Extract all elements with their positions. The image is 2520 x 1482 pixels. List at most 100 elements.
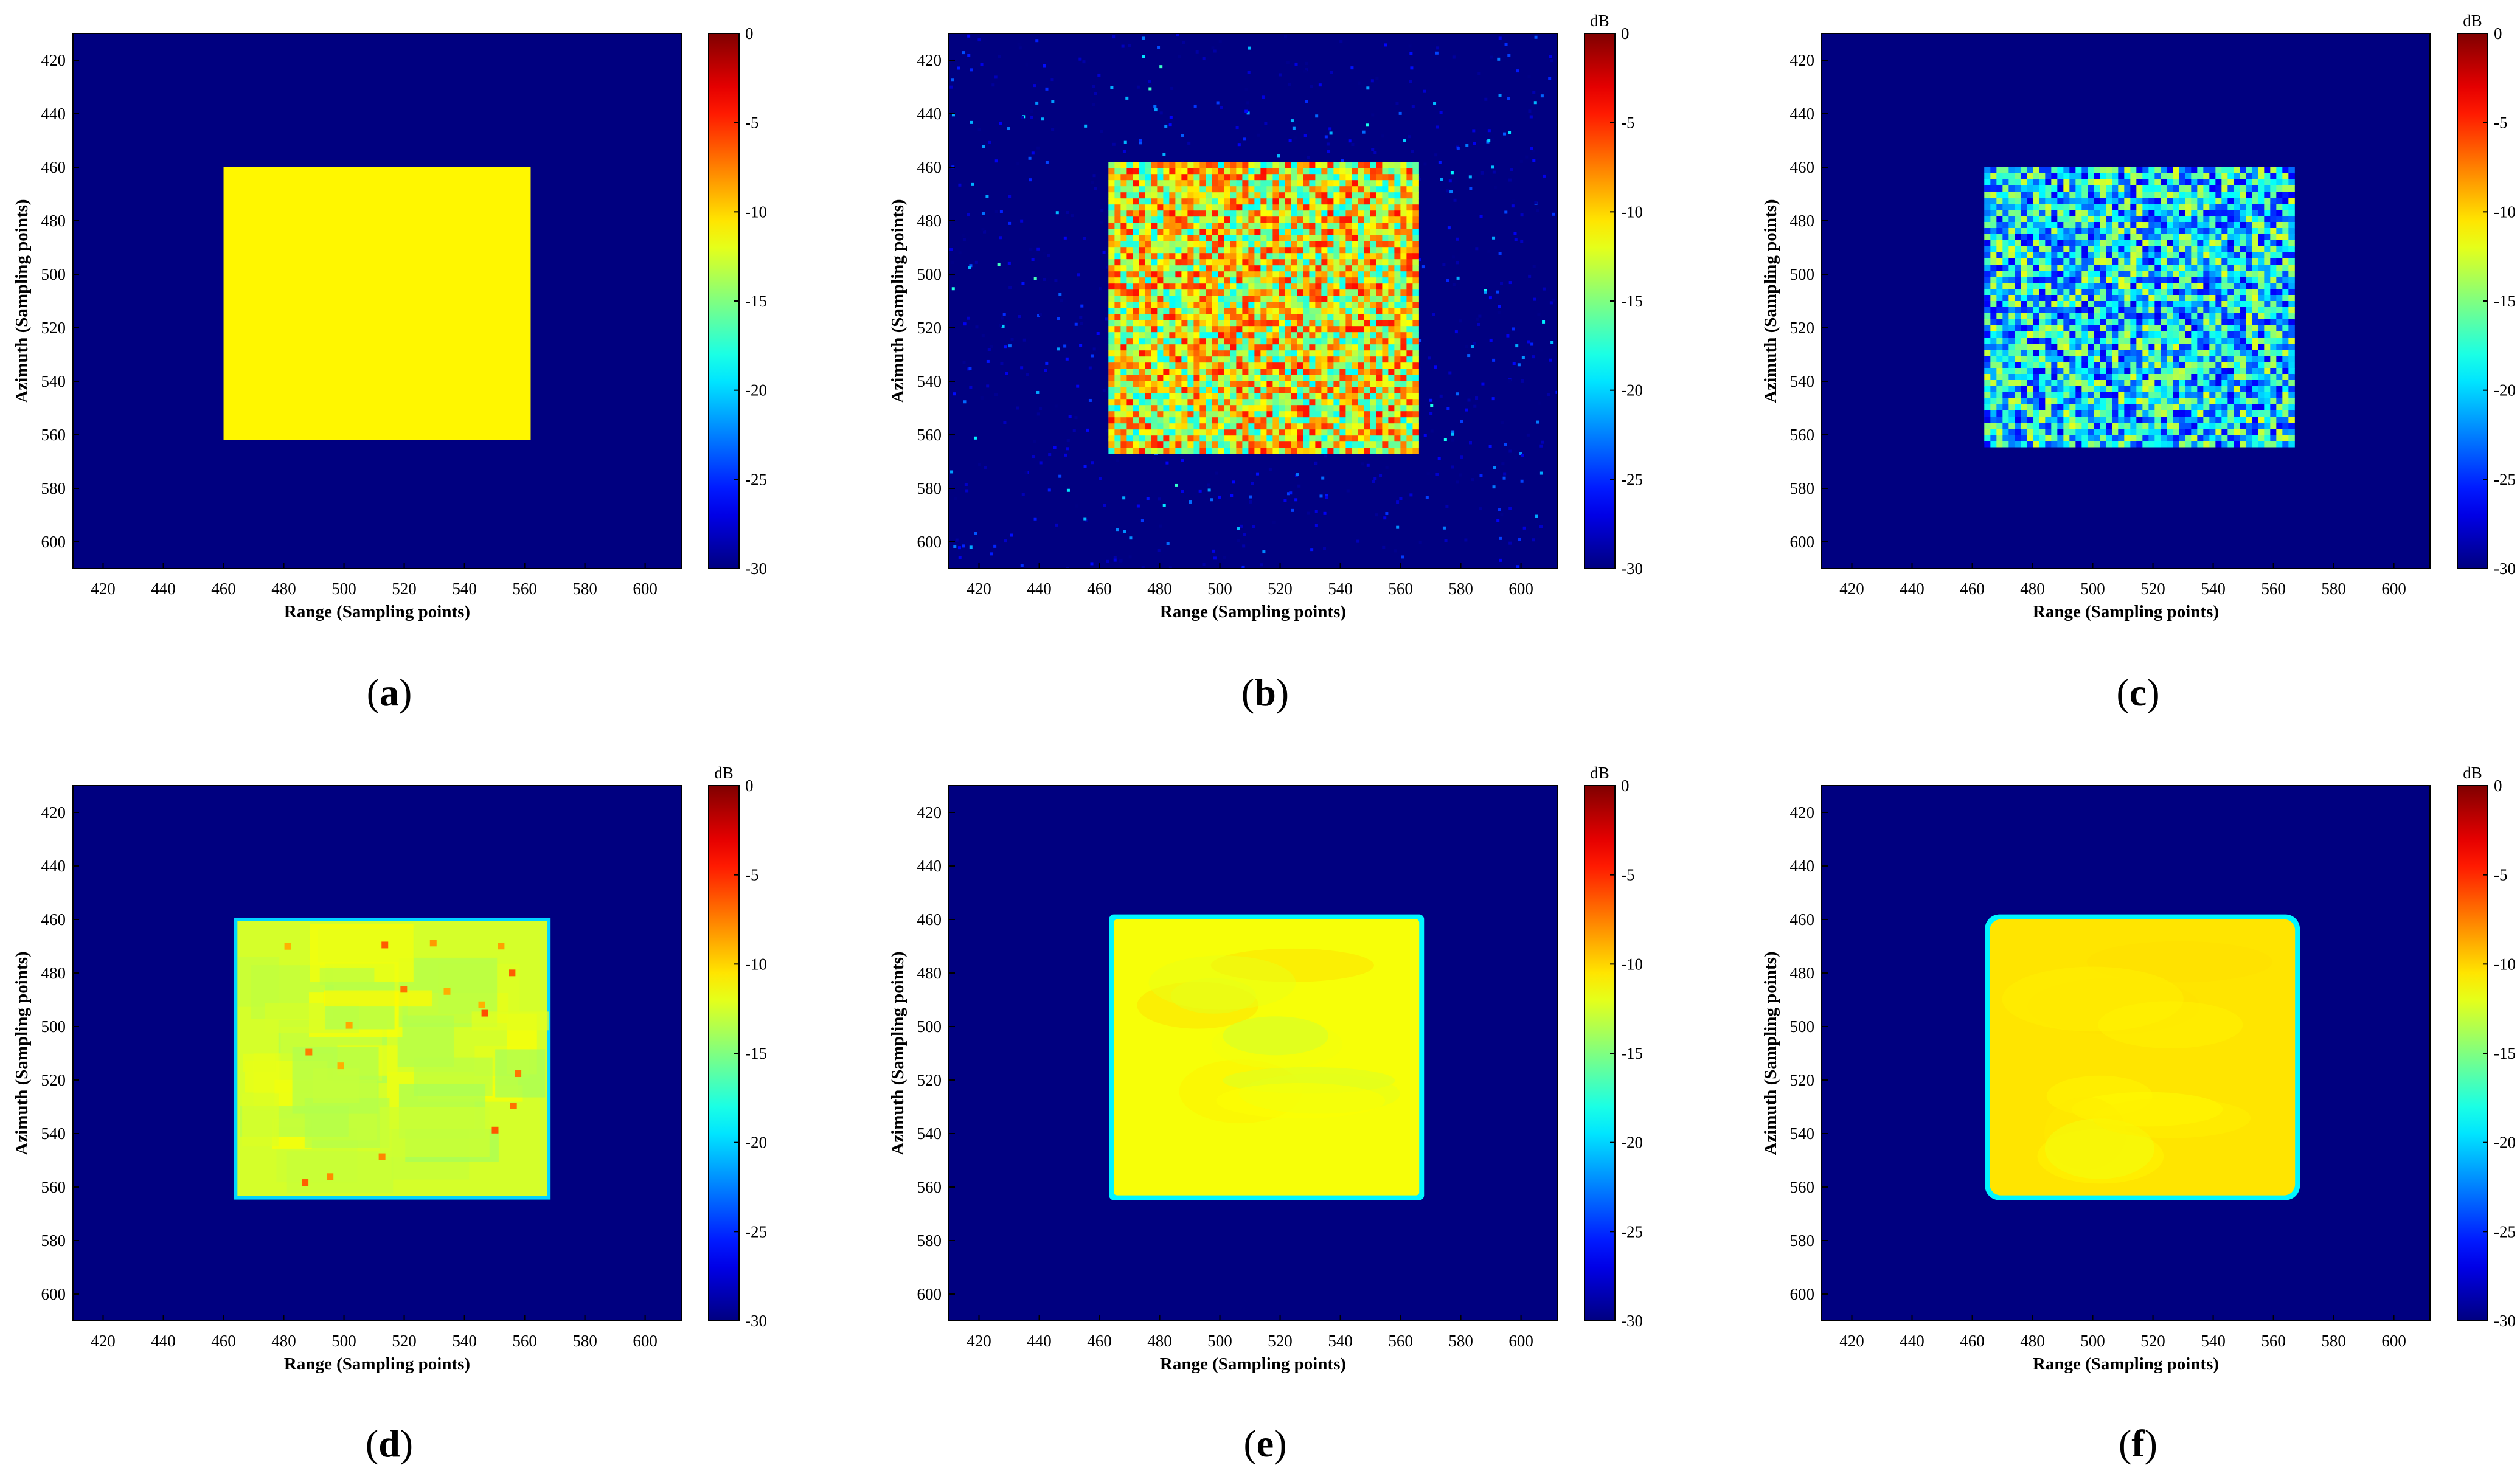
y-tick-label: 540: [1790, 1124, 1815, 1143]
panel-e: 420 440 460 480 500 520 540 560 580 600 420 440 460 4…: [888, 764, 1643, 1465]
x-axis-label: Range (Sampling points): [284, 602, 470, 622]
colorbar-tick-label: -15: [1621, 1044, 1643, 1062]
y-tick-label: 580: [41, 479, 66, 497]
x-tick-label: 500: [331, 1332, 356, 1350]
colorbar-tick-label: -20: [1621, 1134, 1643, 1152]
panel-caption-letter: b: [1254, 671, 1276, 714]
colorbar-tick-label: -30: [745, 1312, 767, 1330]
x-tick-label: 560: [1388, 580, 1413, 598]
y-axis-label: Azimuth (Sampling points): [888, 951, 908, 1155]
y-tick-label: 480: [1790, 212, 1815, 230]
x-tick-label: 580: [572, 1332, 597, 1350]
y-tick-label: 480: [41, 212, 66, 230]
x-tick-label: 460: [1960, 580, 1985, 598]
y-tick-label: 520: [41, 1071, 66, 1089]
x-axis-label: Range (Sampling points): [2033, 1354, 2219, 1374]
y-tick-label: 500: [41, 265, 66, 283]
colorbar-tick-label: -30: [1621, 1312, 1643, 1330]
x-tick-label: 500: [1207, 1332, 1232, 1350]
x-tick-label: 440: [1027, 580, 1052, 598]
panel-caption-letter: c: [2130, 671, 2147, 714]
y-tick-label: 560: [41, 1178, 66, 1196]
colorbar-tick-label: -5: [745, 866, 759, 884]
y-tick-label: 560: [41, 426, 66, 444]
heatmap-target: [949, 33, 1557, 569]
x-tick-label: 460: [211, 580, 236, 598]
colorbar-tick-label: -25: [1621, 1222, 1643, 1241]
colorbar-tick-label: -25: [1621, 470, 1643, 488]
colorbar-tick-label: -15: [745, 292, 767, 310]
x-tick-label: 560: [1388, 1332, 1413, 1350]
y-axis-label: Azimuth (Sampling points): [888, 199, 908, 403]
heatmap-target: [234, 918, 551, 1200]
colorbar-tick-label: -15: [2494, 292, 2516, 310]
panel-caption-letter: d: [378, 1422, 400, 1465]
x-tick-label: 420: [1839, 580, 1864, 598]
colorbar-tick-label: -20: [745, 1134, 767, 1152]
x-tick-label: 460: [211, 1332, 236, 1350]
x-tick-label: 540: [2201, 1332, 2226, 1350]
colorbar-tick-label: -15: [1621, 292, 1643, 310]
y-tick-label: 540: [41, 372, 66, 390]
x-tick-label: 540: [1328, 1332, 1353, 1350]
panel-caption-letter: f: [2131, 1422, 2145, 1465]
plot-frame: [948, 33, 1558, 569]
colorbar-tick-label: -5: [2494, 114, 2508, 132]
y-tick-label: 460: [917, 910, 942, 929]
y-tick-label: 580: [1790, 479, 1815, 497]
y-tick-label: 500: [917, 265, 942, 283]
colorbar-tick-label: -30: [1621, 559, 1643, 578]
x-tick-label: 420: [967, 1332, 991, 1350]
y-tick-label: 480: [1790, 964, 1815, 982]
x-tick-label: 480: [1147, 580, 1172, 598]
colorbar-tick-label: 0: [2494, 777, 2502, 795]
x-tick-label: 600: [1508, 580, 1533, 598]
y-tick-label: 460: [1790, 910, 1815, 929]
y-axis-label: Azimuth (Sampling points): [1761, 199, 1780, 403]
y-tick-label: 500: [917, 1017, 942, 1036]
colorbar-tick-label: 0: [2494, 24, 2502, 43]
y-tick-label: 600: [1790, 533, 1815, 551]
heatmap-target: [1109, 914, 1425, 1200]
x-tick-label: 440: [1027, 1332, 1052, 1350]
panel-caption-letter: e: [1257, 1422, 1274, 1465]
x-tick-label: 560: [2261, 1332, 2286, 1350]
y-tick-label: 480: [917, 964, 942, 982]
x-axis-label: Range (Sampling points): [2033, 602, 2219, 622]
plot-frame: [72, 785, 682, 1321]
x-tick-label: 520: [2140, 1332, 2165, 1350]
x-tick-label: 520: [392, 1332, 417, 1350]
y-tick-label: 480: [917, 212, 942, 230]
x-tick-label: 420: [91, 1332, 116, 1350]
panel-caption-letter: a: [380, 671, 399, 714]
x-tick-label: 480: [271, 580, 296, 598]
panel-caption: (e): [1243, 1422, 1286, 1465]
x-tick-label: 480: [2020, 580, 2045, 598]
y-tick-label: 420: [41, 803, 66, 822]
panel-caption: (b): [1241, 671, 1289, 714]
plot-frame: [72, 33, 682, 569]
x-tick-label: 600: [2381, 1332, 2406, 1350]
x-tick-label: 420: [91, 580, 116, 598]
panel-caption: (f): [2119, 1422, 2157, 1465]
y-tick-label: 420: [917, 51, 942, 69]
y-tick-label: 460: [41, 158, 66, 176]
x-tick-label: 540: [452, 580, 477, 598]
panel-d: 420 440 460 480 500 520 540 560 580 600 420 440 460 4…: [12, 764, 767, 1465]
x-tick-label: 480: [2020, 1332, 2045, 1350]
y-tick-label: 540: [41, 1124, 66, 1143]
colorbar-tick-label: -30: [2494, 559, 2516, 578]
y-tick-label: 440: [917, 105, 942, 123]
colorbar-tick-label: 0: [745, 24, 754, 43]
x-tick-label: 600: [1508, 1332, 1533, 1350]
x-tick-label: 440: [151, 580, 176, 598]
colorbar-tick-label: -20: [745, 381, 767, 400]
colorbar-tick-label: -5: [2494, 866, 2508, 884]
colorbar-tick-label: -25: [2494, 1222, 2516, 1241]
y-tick-label: 580: [917, 479, 942, 497]
y-tick-label: 440: [1790, 857, 1815, 875]
x-tick-label: 580: [1448, 1332, 1473, 1350]
y-axis-label: Azimuth (Sampling points): [12, 199, 32, 403]
panel-caption: (a): [367, 671, 412, 714]
x-tick-label: 460: [1087, 1332, 1112, 1350]
